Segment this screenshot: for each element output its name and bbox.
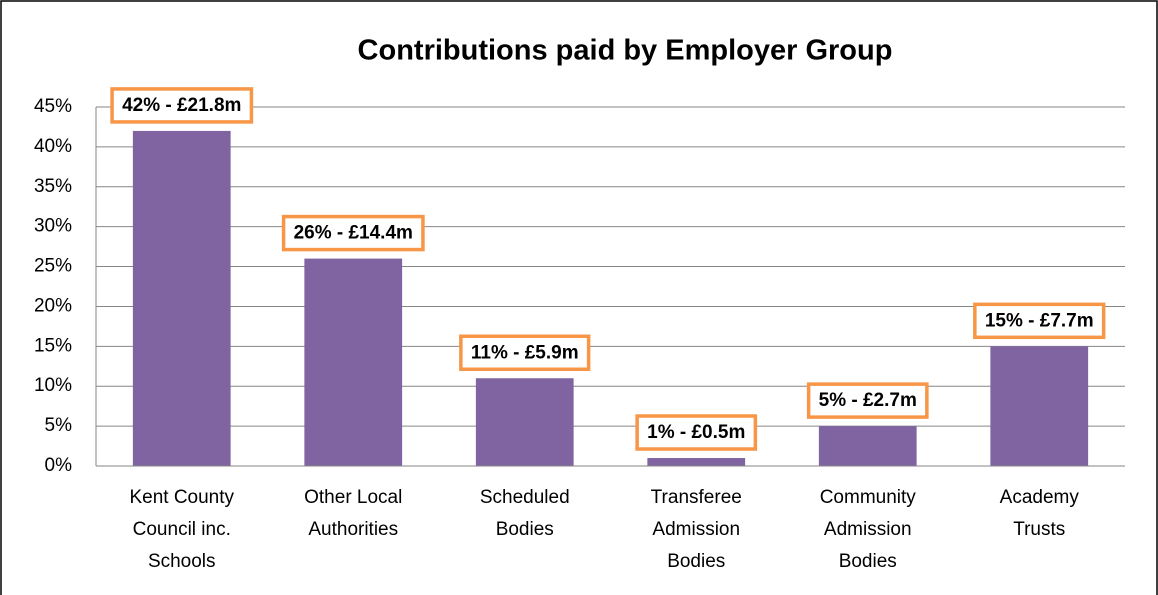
data-label-box bbox=[635, 414, 758, 451]
data-label: 11% - £5.9m bbox=[471, 342, 579, 363]
data-label: 1% - £0.5m bbox=[647, 422, 745, 443]
bar bbox=[304, 258, 403, 466]
data-label-box bbox=[973, 302, 1106, 340]
x-tick-label: Scheduled Bodies bbox=[479, 487, 570, 540]
data-label-box bbox=[110, 87, 254, 124]
y-tick-label: 25% bbox=[34, 256, 72, 277]
bar bbox=[818, 426, 917, 466]
data-label: 5% - £2.7m bbox=[819, 390, 917, 411]
y-tick-label: 40% bbox=[34, 136, 72, 157]
y-tick-label: 0% bbox=[45, 455, 73, 476]
x-tick-label: Academy Trusts bbox=[999, 487, 1079, 540]
data-label: 15% - £7.7m bbox=[985, 310, 1094, 331]
data-label: 42% - £21.8m bbox=[122, 95, 241, 116]
x-tick-label: Community Admission Bodies bbox=[819, 487, 916, 572]
y-tick-label: 35% bbox=[34, 176, 72, 197]
bar bbox=[647, 458, 746, 466]
y-tick-label: 5% bbox=[45, 415, 73, 436]
x-tick-label: Other Local Authorities bbox=[304, 487, 403, 540]
data-label-box bbox=[806, 382, 929, 419]
y-tick-label: 15% bbox=[34, 335, 72, 356]
chart-title: Contributions paid by Employer Group bbox=[358, 35, 893, 67]
data-label-box bbox=[281, 214, 425, 252]
x-tick-label: Kent County Council inc. Schools bbox=[129, 487, 235, 572]
y-tick-label: 10% bbox=[34, 375, 72, 396]
x-tick-label: Transferee Admission Bodies bbox=[650, 487, 742, 572]
y-tick-label: 30% bbox=[34, 216, 72, 237]
data-label: 26% - £14.4m bbox=[294, 223, 413, 244]
bar bbox=[132, 130, 231, 466]
bar bbox=[990, 346, 1089, 466]
data-label-box bbox=[459, 334, 591, 371]
y-tick-label: 20% bbox=[34, 295, 72, 316]
bar bbox=[475, 378, 574, 466]
y-tick-label: 45% bbox=[34, 96, 72, 117]
